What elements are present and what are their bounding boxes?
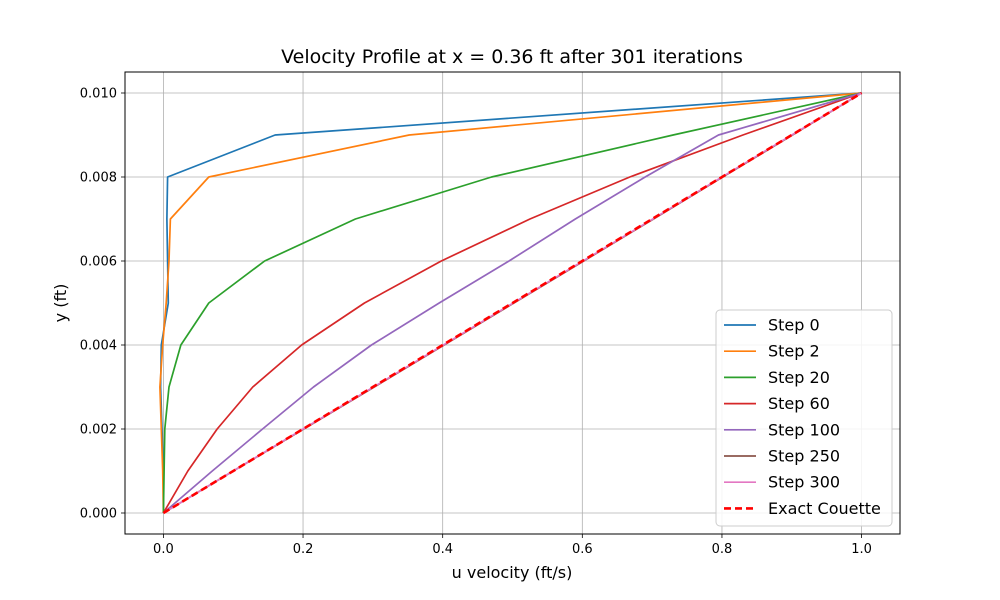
y-tick-label: 0.000 xyxy=(80,507,117,522)
legend-label: Step 60 xyxy=(768,394,830,413)
legend-label: Exact Couette xyxy=(768,499,881,518)
legend-label: Step 250 xyxy=(768,447,840,466)
series-line-step-2 xyxy=(159,92,862,514)
x-axis-title: u velocity (ft/s) xyxy=(452,563,573,582)
legend-label: Step 100 xyxy=(768,420,840,439)
chart-title: Velocity Profile at x = 0.36 ft after 30… xyxy=(281,46,743,68)
x-tick-label: 0.6 xyxy=(572,542,593,557)
y-tick-label: 0.002 xyxy=(80,423,117,438)
legend-label: Step 2 xyxy=(768,342,820,361)
x-tick-label: 1.0 xyxy=(851,542,872,557)
axis-ticks: 0.0 0.2 0.4 0.6 0.8 1.0 0.000 0.002 0.004 0.006 0.… xyxy=(80,87,872,558)
series-line-step-100 xyxy=(162,92,862,514)
series-line-step-60 xyxy=(162,92,862,514)
legend: Step 0 Step 2 Step 20 Step 60 Step 100 Step 2… xyxy=(715,309,893,527)
x-tick-label: 0.8 xyxy=(712,542,733,557)
legend-label: Step 20 xyxy=(768,368,830,387)
y-tick-label: 0.004 xyxy=(80,339,117,354)
legend-box xyxy=(715,309,893,527)
x-tick-label: 0.0 xyxy=(153,542,174,557)
y-tick-label: 0.006 xyxy=(80,255,117,270)
legend-label: Step 0 xyxy=(768,316,820,335)
x-tick-label: 0.4 xyxy=(432,542,453,557)
series-lines xyxy=(159,91,863,515)
legend-label: Step 300 xyxy=(768,473,840,492)
x-tick-label: 0.2 xyxy=(293,542,314,557)
y-axis-title: y (ft) xyxy=(51,284,70,323)
y-tick-label: 0.008 xyxy=(80,171,117,186)
plot-frame xyxy=(124,71,901,535)
series-line-step-20 xyxy=(162,92,862,514)
series-line-exact-couette xyxy=(162,91,863,515)
y-tick-label: 0.010 xyxy=(80,87,117,102)
